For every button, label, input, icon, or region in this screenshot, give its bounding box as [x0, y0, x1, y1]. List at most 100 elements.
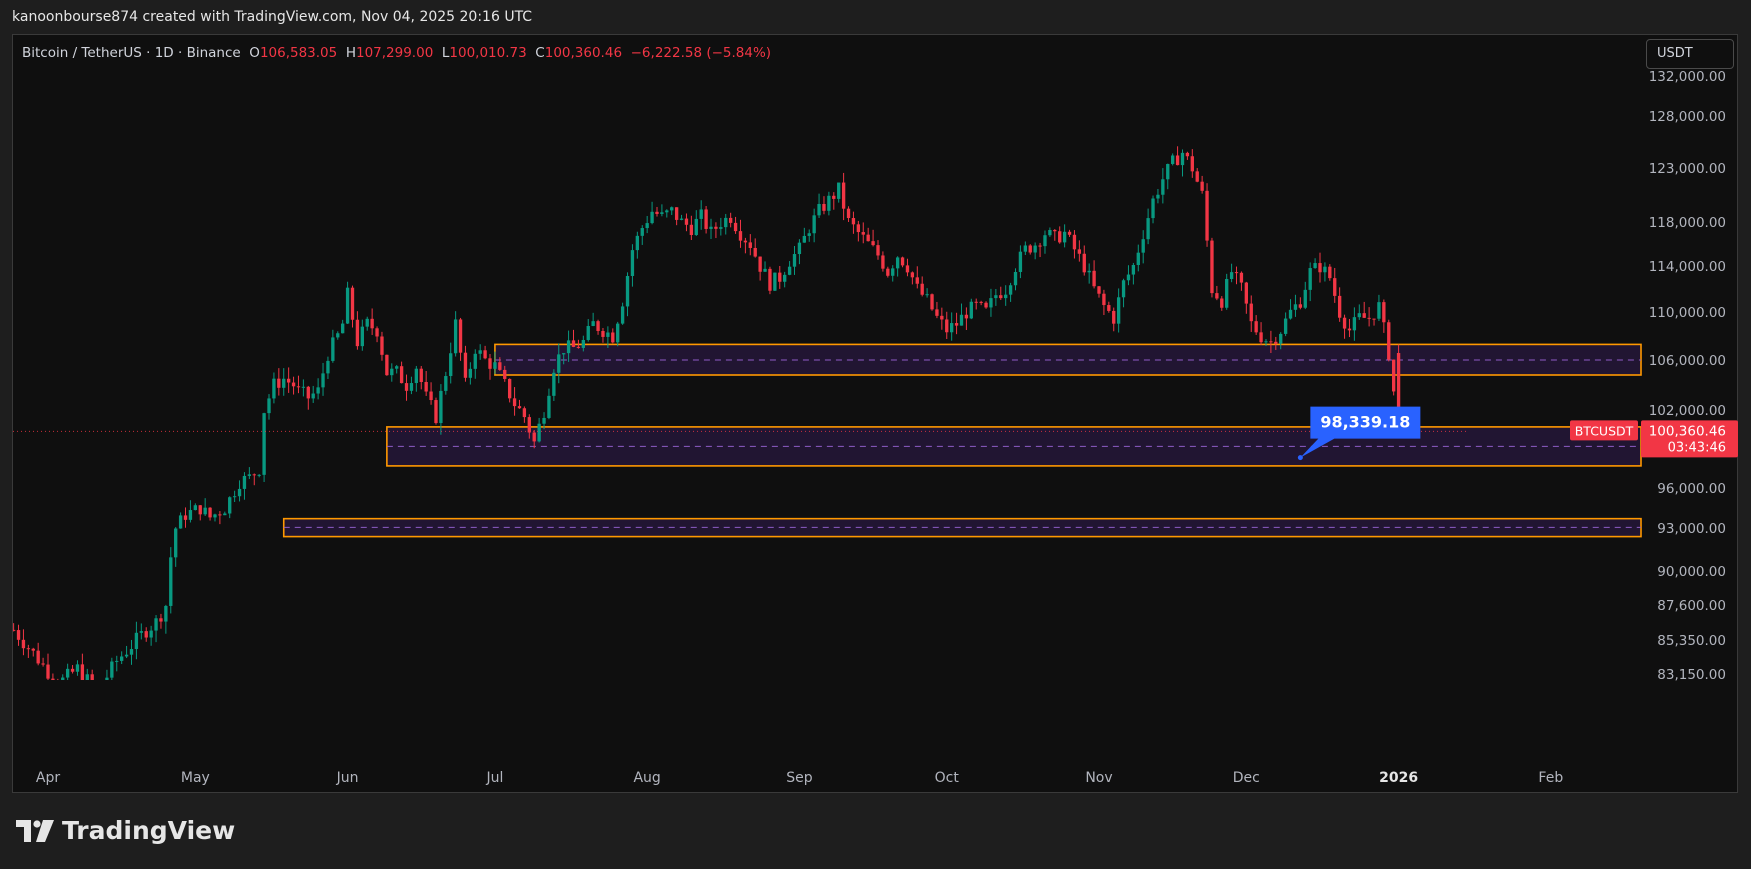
candle-body: [1170, 155, 1175, 164]
candle: [365, 316, 369, 331]
candle: [1126, 265, 1131, 286]
candle-body: [336, 333, 340, 338]
time-tick-label-jul: Jul: [485, 770, 503, 786]
candle: [1136, 244, 1140, 272]
candle: [1072, 230, 1077, 259]
candle-body: [620, 306, 625, 324]
candle-body: [252, 474, 256, 476]
candle: [503, 365, 507, 382]
candle-body: [522, 408, 527, 418]
candle-body: [1077, 249, 1082, 254]
candle-body: [26, 648, 31, 650]
price-tick-label: 93,000.00: [1657, 521, 1726, 537]
candles-layer: [13, 146, 1401, 690]
candle-body: [719, 227, 723, 229]
candle-body: [748, 242, 752, 248]
candle-body: [1269, 341, 1273, 343]
candle: [954, 312, 959, 335]
candle-body: [95, 684, 98, 689]
candle-body: [390, 368, 394, 376]
chart-panel[interactable]: [12, 34, 1738, 793]
candle: [301, 379, 306, 397]
candle: [395, 364, 399, 374]
candle-body: [586, 326, 590, 340]
candle-body: [792, 254, 797, 267]
candle-body: [164, 605, 168, 622]
candle-body: [1342, 317, 1347, 329]
candle-body: [601, 330, 605, 337]
candle-body: [1200, 181, 1204, 191]
candle: [581, 335, 585, 352]
candle: [1185, 151, 1190, 160]
price-callout-label: 98,339.18: [1320, 413, 1410, 432]
candle-body: [625, 275, 630, 307]
symbol-title: Bitcoin / TetherUS · 1D · Binance: [22, 45, 241, 61]
candle-body: [449, 353, 453, 377]
candle-body: [350, 287, 355, 320]
candle: [46, 653, 50, 680]
candle: [178, 512, 183, 529]
candle-body: [321, 373, 325, 388]
candle-body: [802, 235, 806, 243]
candle-body: [277, 378, 281, 388]
time-tick-label-aug: Aug: [633, 770, 660, 786]
current-price-label: 100,360.46: [1649, 423, 1726, 439]
candle-body: [827, 195, 831, 211]
price-tick-label: 128,000.00: [1649, 109, 1726, 125]
candle-body: [360, 326, 364, 347]
candle: [75, 660, 80, 676]
candle-body: [1028, 245, 1032, 253]
candle-body: [316, 387, 320, 394]
candle-body: [925, 294, 929, 296]
candle: [964, 307, 969, 331]
candle-body: [591, 321, 595, 327]
currency-button[interactable]: USDT: [1646, 39, 1734, 69]
candle-body: [75, 664, 80, 672]
candle: [778, 266, 782, 289]
candle: [267, 394, 271, 420]
candle-body: [291, 382, 296, 387]
candle: [311, 385, 315, 403]
candle-body: [21, 639, 26, 649]
time-tick-label-apr: Apr: [36, 770, 60, 786]
candle: [1170, 153, 1175, 166]
candle: [999, 286, 1003, 300]
candle-body: [272, 378, 276, 399]
time-tick-label-may: May: [181, 770, 210, 786]
candle-body: [463, 352, 468, 378]
candle-body: [542, 417, 546, 424]
candle-body: [1102, 293, 1106, 306]
candle: [213, 513, 217, 522]
candle: [100, 684, 103, 690]
candle-body: [507, 378, 512, 399]
candle-body: [684, 218, 689, 225]
candle-body: [984, 302, 988, 308]
candle: [817, 193, 821, 218]
candle: [915, 266, 919, 289]
tradingview-logo-text: TradingView: [62, 816, 236, 845]
candle: [262, 412, 266, 483]
candle-body: [1038, 245, 1042, 247]
candle: [1239, 271, 1244, 291]
price-tick-label: 114,000.00: [1649, 259, 1726, 275]
candle-body: [1323, 266, 1327, 273]
candle: [630, 244, 635, 287]
candle: [679, 214, 684, 221]
candle: [728, 212, 733, 228]
candle-body: [665, 210, 669, 213]
candle: [483, 345, 487, 360]
candle: [1102, 289, 1106, 316]
candle: [905, 258, 910, 277]
candle: [183, 507, 188, 528]
tradingview-logo[interactable]: TradingView: [16, 816, 235, 845]
candle: [1166, 163, 1170, 190]
close-label: C: [535, 45, 545, 61]
candle-body: [306, 386, 310, 399]
candle-body: [174, 528, 178, 558]
candle: [876, 240, 880, 260]
candle-body: [1107, 305, 1111, 311]
candle-body: [773, 272, 777, 291]
candle-body: [232, 496, 237, 498]
candle: [419, 366, 423, 390]
